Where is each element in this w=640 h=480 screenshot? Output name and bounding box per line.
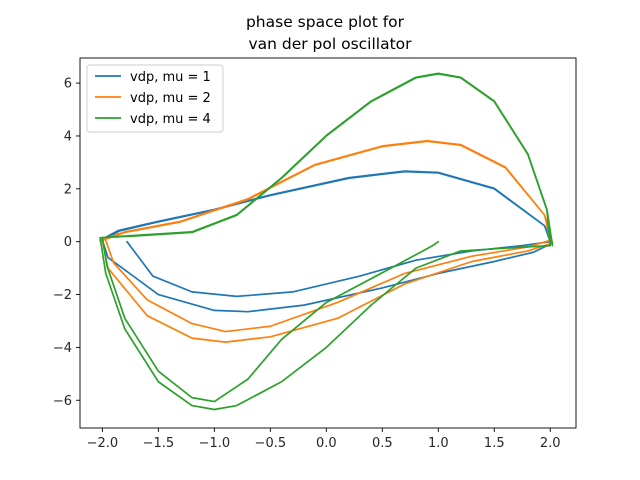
- series-line-mu-4: [99, 72, 554, 411]
- series-layer: [99, 72, 554, 411]
- x-tick-label: 0.5: [372, 436, 393, 451]
- series-line-mu-1: [99, 170, 554, 313]
- tick-layer: −2.0 −1.5 −1.0 −0.5 0.0 0.5 1.0 1.5 2.0 −6 −4 −2 0 2 4…: [53, 77, 561, 451]
- y-tick-label: −4: [53, 341, 72, 356]
- y-tick-label: 2: [64, 182, 72, 197]
- y-tick-label: 0: [64, 235, 72, 250]
- x-tick-label: 1.5: [484, 436, 505, 451]
- y-tick-label: 4: [64, 129, 72, 144]
- legend-label-mu-1: vdp, mu = 1: [130, 70, 211, 85]
- x-tick-label: −2.0: [87, 436, 119, 451]
- chart-title-line-2: van der pol oscillator: [248, 35, 412, 53]
- legend-frame: [86, 64, 224, 133]
- y-tick-label: −2: [53, 288, 72, 303]
- x-tick-label: −0.5: [255, 436, 287, 451]
- plot-frame: [79, 57, 577, 429]
- x-tick-label: 1.0: [428, 436, 449, 451]
- chart-title-line-1: phase space plot for: [246, 13, 405, 31]
- x-tick-label: −1.0: [199, 436, 231, 451]
- x-tick-label: −1.5: [143, 436, 175, 451]
- legend-label-mu-4: vdp, mu = 4: [130, 112, 211, 127]
- x-tick-label: 0.0: [316, 436, 337, 451]
- x-tick-label: 2.0: [540, 436, 561, 451]
- y-tick-label: 6: [64, 77, 72, 92]
- y-tick-label: −6: [53, 394, 72, 409]
- legend: vdp, mu = 1 vdp, mu = 2 vdp, mu = 4: [86, 64, 224, 133]
- legend-label-mu-2: vdp, mu = 2: [130, 91, 211, 106]
